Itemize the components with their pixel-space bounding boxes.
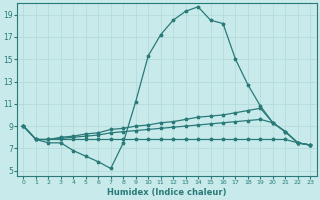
X-axis label: Humidex (Indice chaleur): Humidex (Indice chaleur) — [107, 188, 227, 197]
